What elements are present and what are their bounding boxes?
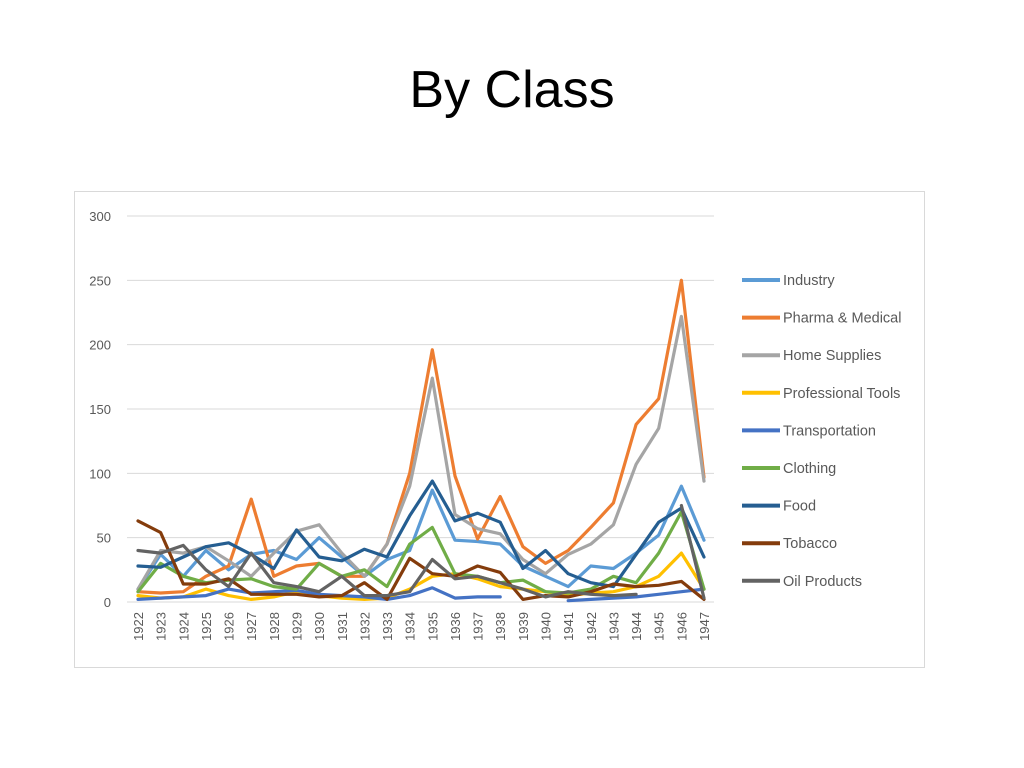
x-tick-label: 1945 <box>652 612 667 641</box>
legend-label: Professional Tools <box>783 386 900 402</box>
x-tick-label: 1937 <box>471 612 486 641</box>
legend-item-oil-products: Oil Products <box>742 574 862 590</box>
series-line-pharma-and-medical <box>136 278 706 595</box>
x-tick-label: 1928 <box>267 612 282 641</box>
series-pharma-and-medical <box>136 278 706 595</box>
series-line-transportation <box>566 587 706 603</box>
legend-item-pharma-and-medical: Pharma & Medical <box>742 311 901 327</box>
x-tick-label: 1946 <box>674 612 689 641</box>
y-axis-tick-labels: 0 50 100 150 200 250 300 <box>89 209 111 610</box>
y-tick-label: 200 <box>89 338 111 353</box>
legend-item-home-supplies: Home Supplies <box>742 348 881 364</box>
x-tick-label: 1940 <box>539 612 554 641</box>
x-tick-label: 1941 <box>561 612 576 641</box>
legend-label: Tobacco <box>783 536 837 552</box>
y-tick-label: 300 <box>89 209 111 224</box>
x-tick-label: 1930 <box>312 612 327 641</box>
series-line-oil-products <box>679 503 706 600</box>
series-line-home-supplies <box>136 314 706 591</box>
series-line-oil-products <box>136 543 638 599</box>
gridlines <box>127 215 714 603</box>
legend-item-transportation: Transportation <box>742 423 876 439</box>
x-tick-label: 1925 <box>199 612 214 641</box>
x-tick-label: 1926 <box>222 612 237 641</box>
series-industry <box>136 484 706 591</box>
x-tick-label: 1927 <box>244 612 259 641</box>
x-tick-label: 1935 <box>425 612 440 641</box>
x-tick-label: 1939 <box>516 612 531 641</box>
legend-item-professional-tools: Professional Tools <box>742 386 900 402</box>
x-tick-label: 1922 <box>131 612 146 641</box>
series-line-professional-tools <box>136 551 706 602</box>
series-lines <box>136 278 706 603</box>
legend-label: Oil Products <box>783 574 862 590</box>
chart-frame <box>74 191 925 668</box>
series-line-transportation <box>136 586 502 602</box>
x-tick-label: 1936 <box>448 612 463 641</box>
x-tick-label: 1934 <box>403 612 418 641</box>
x-tick-label: 1933 <box>380 612 395 641</box>
x-tick-label: 1931 <box>335 612 350 641</box>
slide-title: By Class <box>409 61 615 119</box>
series-line-industry <box>136 484 706 591</box>
series-professional-tools <box>136 551 706 602</box>
y-tick-label: 100 <box>89 466 111 481</box>
x-tick-label: 1944 <box>629 612 644 641</box>
series-oil-products <box>136 503 706 600</box>
x-tick-label: 1923 <box>154 612 169 641</box>
series-home-supplies <box>136 314 706 591</box>
legend: Industry Pharma & Medical Home Supplies Pro… <box>742 273 901 590</box>
y-tick-label: 250 <box>89 273 111 288</box>
y-tick-label: 50 <box>97 531 111 546</box>
x-tick-label: 1943 <box>606 612 621 641</box>
legend-label: Transportation <box>783 423 876 439</box>
y-tick-label: 150 <box>89 402 111 417</box>
series-line-tobacco <box>136 519 706 602</box>
x-axis-tick-labels: 1922 1923 1924 1925 1926 1927 1928 1929 1930 1931… <box>131 612 712 641</box>
x-tick-label: 1947 <box>697 612 712 641</box>
legend-label: Food <box>783 499 816 515</box>
x-tick-label: 1938 <box>493 612 508 641</box>
y-tick-label: 0 <box>104 595 111 610</box>
legend-item-food: Food <box>742 499 816 515</box>
legend-item-tobacco: Tobacco <box>742 536 837 552</box>
x-tick-label: 1942 <box>584 612 599 641</box>
x-tick-label: 1924 <box>176 612 191 641</box>
legend-label: Pharma & Medical <box>783 311 901 327</box>
series-transportation <box>136 586 706 603</box>
series-tobacco <box>136 519 706 602</box>
x-tick-label: 1932 <box>357 612 372 641</box>
x-tick-label: 1929 <box>289 612 304 641</box>
legend-label: Home Supplies <box>783 348 881 364</box>
legend-item-industry: Industry <box>742 273 835 289</box>
legend-label: Clothing <box>783 461 836 477</box>
legend-item-clothing: Clothing <box>742 461 836 477</box>
legend-label: Industry <box>783 273 835 289</box>
